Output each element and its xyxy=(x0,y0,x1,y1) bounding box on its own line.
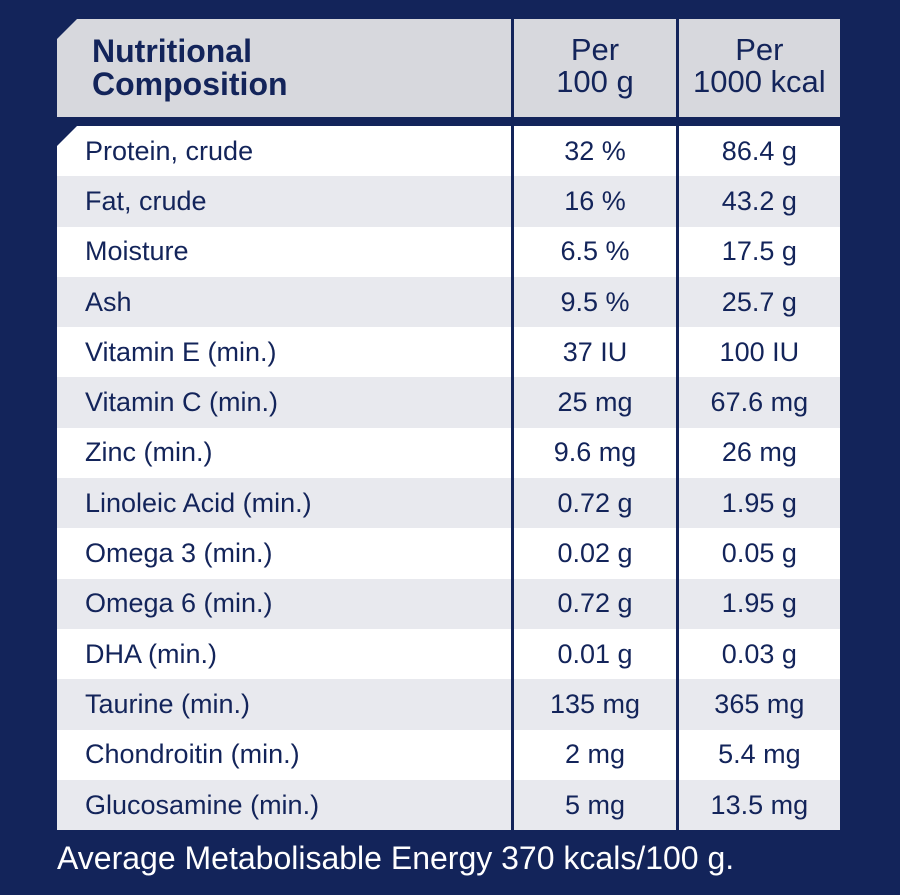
value-per-100g: 2 mg xyxy=(514,729,676,780)
value-per-1000kcal: 1.95 g xyxy=(678,478,841,529)
table-row: Zinc (min.) 9.6 mg 26 mg xyxy=(57,427,841,479)
table-row: Vitamin E (min.) 37 IU 100 IU xyxy=(57,327,841,378)
nutrition-table: Nutritional Composition Per 100 g Per 10… xyxy=(57,19,841,831)
table-row: Linoleic Acid (min.) 0.72 g 1.95 g xyxy=(57,478,841,529)
value-per-100g: 0.72 g xyxy=(514,578,676,629)
value-per-100g: 25 mg xyxy=(514,377,676,428)
header-col1-line1: Per xyxy=(570,32,620,67)
header-col2-line2: 1000 kcal xyxy=(692,64,826,99)
value-per-100g: 135 mg xyxy=(514,679,676,730)
nutrient-name: Linoleic Acid (min.) xyxy=(57,478,512,529)
nutrient-name: Moisture xyxy=(57,226,512,277)
header-name-line2: Composition xyxy=(92,66,288,102)
value-per-1000kcal: 43.2 g xyxy=(678,176,841,227)
table-row: Moisture 6.5 % 17.5 g xyxy=(57,226,841,277)
table-row: Taurine (min.) 135 mg 365 mg xyxy=(57,679,841,730)
header-name-line1: Nutritional xyxy=(92,33,252,69)
value-per-1000kcal: 365 mg xyxy=(678,679,841,730)
header-per-100g: Per 100 g xyxy=(514,19,676,117)
nutrient-name: Vitamin E (min.) xyxy=(57,327,512,378)
header-col1-line2: 100 g xyxy=(556,64,634,99)
value-per-1000kcal: 86.4 g xyxy=(678,126,841,177)
nutrient-name: Protein, crude xyxy=(57,126,512,177)
value-per-1000kcal: 13.5 mg xyxy=(678,779,841,831)
table-row: Ash 9.5 % 25.7 g xyxy=(57,276,841,328)
value-per-100g: 0.02 g xyxy=(514,528,676,579)
table-row: Vitamin C (min.) 25 mg 67.6 mg xyxy=(57,377,841,428)
nutrient-name: Ash xyxy=(57,276,512,328)
table-row: Protein, crude 32 % 86.4 g xyxy=(57,126,841,177)
nutrient-name: Vitamin C (min.) xyxy=(57,377,512,428)
value-per-100g: 0.01 g xyxy=(514,628,676,680)
value-per-100g: 32 % xyxy=(514,126,676,177)
value-per-100g: 37 IU xyxy=(514,327,676,378)
value-per-1000kcal: 100 IU xyxy=(678,327,841,378)
value-per-100g: 9.5 % xyxy=(514,276,676,328)
table-body: Protein, crude 32 % 86.4 g Fat, crude 16… xyxy=(57,126,841,831)
value-per-100g: 6.5 % xyxy=(514,226,676,277)
header-nutritional-composition: Nutritional Composition xyxy=(57,19,512,117)
value-per-1000kcal: 1.95 g xyxy=(678,578,841,629)
value-per-1000kcal: 5.4 mg xyxy=(678,729,841,780)
nutrient-name: Omega 3 (min.) xyxy=(57,528,512,579)
nutrient-name: DHA (min.) xyxy=(57,628,512,680)
nutrient-name: Omega 6 (min.) xyxy=(57,578,512,629)
nutrient-name: Taurine (min.) xyxy=(57,679,512,730)
nutrient-name: Glucosamine (min.) xyxy=(57,779,512,831)
header-col2-line1: Per xyxy=(735,32,784,67)
nutrient-name: Fat, crude xyxy=(57,176,512,227)
value-per-1000kcal: 0.03 g xyxy=(678,628,841,680)
value-per-100g: 0.72 g xyxy=(514,478,676,529)
energy-footnote: Average Metabolisable Energy 370 kcals/1… xyxy=(57,840,735,876)
table-row: Omega 6 (min.) 0.72 g 1.95 g xyxy=(57,578,841,629)
value-per-1000kcal: 67.6 mg xyxy=(678,377,841,428)
table-header: Nutritional Composition Per 100 g Per 10… xyxy=(57,19,840,117)
value-per-1000kcal: 26 mg xyxy=(678,427,841,479)
value-per-1000kcal: 25.7 g xyxy=(678,276,841,328)
value-per-100g: 16 % xyxy=(514,176,676,227)
value-per-1000kcal: 17.5 g xyxy=(678,226,841,277)
table-row: DHA (min.) 0.01 g 0.03 g xyxy=(57,628,841,680)
nutrient-name: Chondroitin (min.) xyxy=(57,729,512,780)
table-row: Chondroitin (min.) 2 mg 5.4 mg xyxy=(57,729,841,780)
value-per-1000kcal: 0.05 g xyxy=(678,528,841,579)
table-row: Fat, crude 16 % 43.2 g xyxy=(57,176,841,227)
header-per-1000kcal: Per 1000 kcal xyxy=(678,19,840,117)
table-row: Glucosamine (min.) 5 mg 13.5 mg xyxy=(57,779,841,831)
nutrient-name: Zinc (min.) xyxy=(57,427,512,479)
value-per-100g: 9.6 mg xyxy=(514,427,676,479)
table-row: Omega 3 (min.) 0.02 g 0.05 g xyxy=(57,528,841,579)
value-per-100g: 5 mg xyxy=(514,779,676,831)
